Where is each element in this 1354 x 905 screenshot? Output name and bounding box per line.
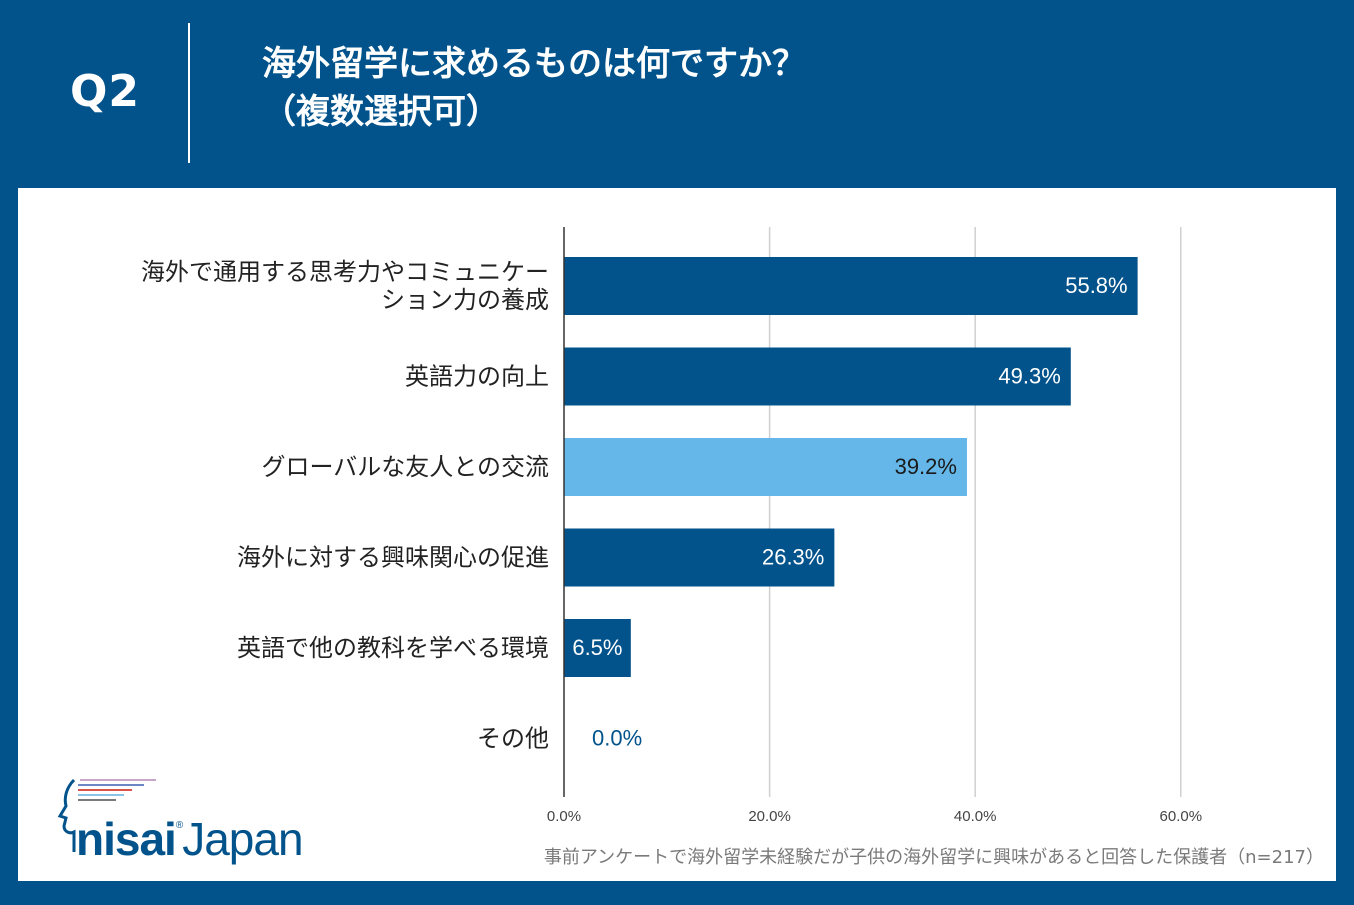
logo-registered: ®: [175, 820, 183, 831]
header-divider: [188, 23, 190, 163]
category-label: グローバルな友人との交流: [261, 453, 549, 481]
question-title-line2: （複数選択可）: [262, 92, 500, 132]
x-tick-label: 40.0%: [954, 808, 997, 825]
question-title: 海外留学に求めるものは何ですか？ （複数選択可）: [262, 40, 806, 136]
data-label: 55.8%: [1065, 273, 1127, 298]
category-label: 海外に対する興味関心の促進: [237, 544, 549, 572]
x-tick-label: 0.0%: [547, 808, 581, 825]
category-label: 英語で他の教科を学べる環境: [237, 634, 549, 662]
footnote: 事前アンケートで海外留学未経験だが子供の海外留学に興味があると回答した保護者（n…: [543, 847, 1324, 868]
data-label: 0.0%: [592, 725, 642, 750]
category-label: ション力の養成: [381, 286, 549, 314]
data-label: 26.3%: [762, 544, 824, 569]
question-number: Q2: [70, 66, 141, 117]
logo-wordmark: nisai®Japan: [76, 812, 304, 866]
header: Q2 海外留学に求めるものは何ですか？ （複数選択可）: [0, 0, 1354, 188]
data-label: 49.3%: [998, 363, 1060, 388]
bar: [564, 438, 967, 496]
nisai-logo-icon: [57, 778, 156, 852]
bar: [564, 347, 1071, 406]
data-label: 39.2%: [895, 454, 957, 479]
data-label: 6.5%: [572, 635, 622, 660]
x-tick-label: 20.0%: [748, 808, 791, 825]
bar: [564, 257, 1138, 315]
logo-nisai: nisai: [76, 813, 177, 865]
category-label: 英語力の向上: [405, 363, 549, 391]
question-title-line1: 海外留学に求めるものは何ですか？: [262, 44, 806, 84]
category-label: 海外で通用する思考力やコミュニケー: [141, 258, 549, 286]
category-label: その他: [477, 725, 549, 753]
logo-japan: Japan: [182, 813, 303, 865]
bar: [564, 528, 835, 587]
bar: [564, 619, 631, 677]
x-tick-label: 60.0%: [1160, 808, 1203, 825]
